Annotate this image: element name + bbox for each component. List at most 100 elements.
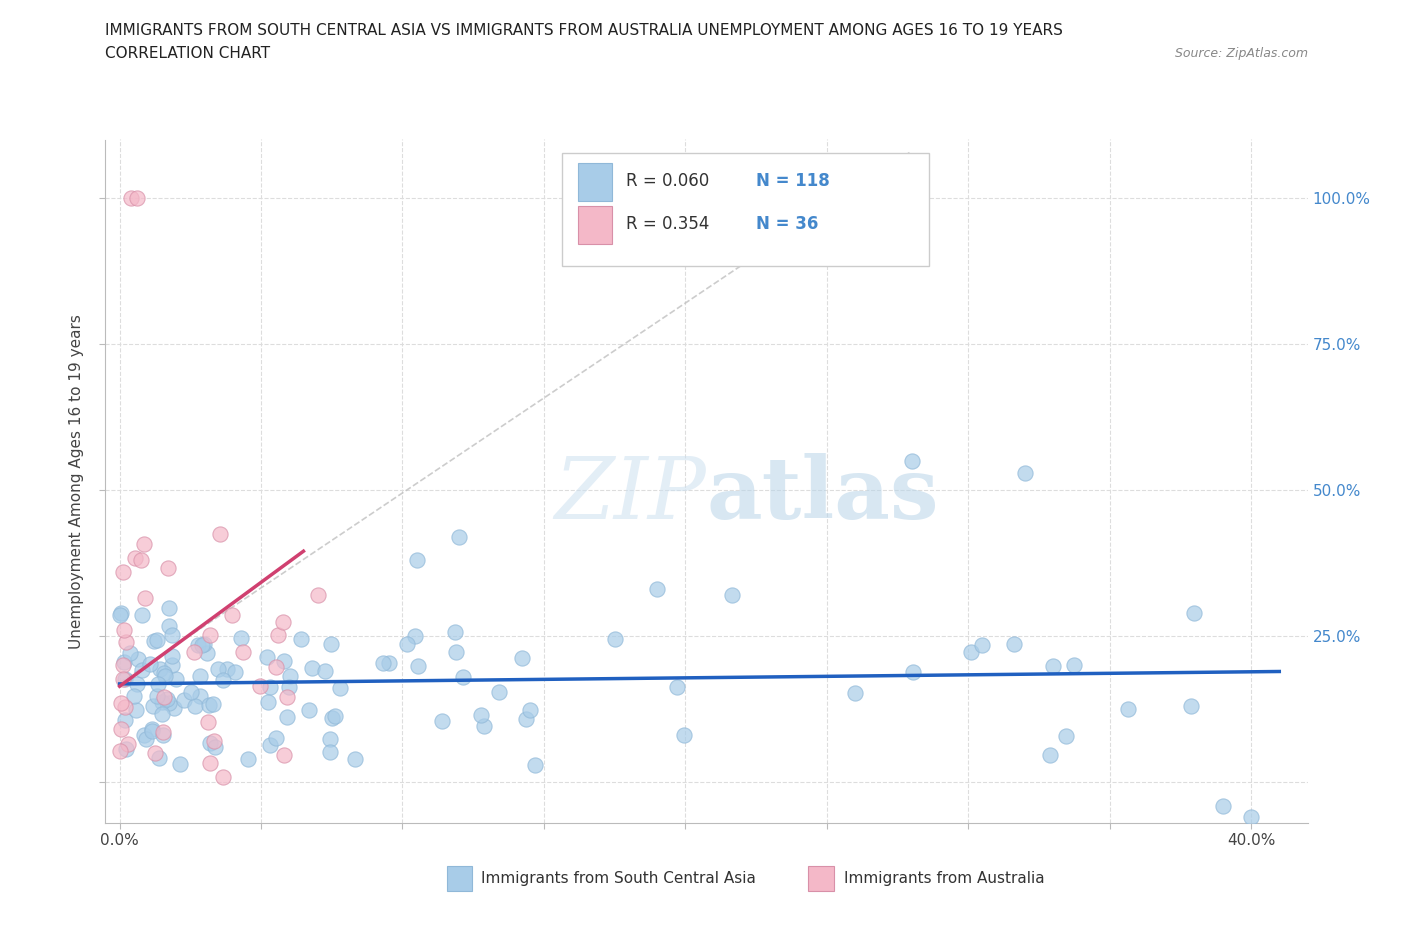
Point — [329, 681, 352, 696]
Point — [215, 661, 238, 676]
Point — [146, 688, 169, 703]
Point — [160, 658, 183, 672]
Point — [266, 730, 288, 745]
Point — [523, 758, 546, 773]
Point — [141, 724, 163, 738]
Point — [191, 638, 214, 653]
Text: ZIP: ZIP — [554, 454, 707, 537]
Point — [111, 658, 134, 673]
Point — [273, 653, 295, 668]
Point — [180, 684, 202, 699]
Point — [125, 676, 148, 691]
Point — [150, 695, 173, 710]
Point — [298, 702, 321, 717]
Point — [447, 529, 470, 544]
Point — [120, 191, 142, 206]
Point — [200, 628, 222, 643]
Point — [603, 631, 626, 646]
Point — [249, 679, 271, 694]
Point — [187, 637, 209, 652]
Point — [256, 649, 278, 664]
Point — [844, 686, 866, 701]
Text: Source: ZipAtlas.com: Source: ZipAtlas.com — [1174, 46, 1308, 60]
Point — [198, 698, 221, 712]
Point — [125, 703, 148, 718]
Point — [323, 709, 346, 724]
Point — [132, 537, 155, 551]
Point — [673, 727, 696, 742]
Text: R = 0.060: R = 0.060 — [626, 171, 709, 190]
Point — [209, 527, 232, 542]
Point — [264, 659, 287, 674]
Point — [141, 698, 163, 713]
Point — [267, 628, 290, 643]
Point — [193, 637, 215, 652]
Text: Immigrants from South Central Asia: Immigrants from South Central Asia — [481, 871, 756, 886]
Point — [198, 755, 221, 770]
Point — [150, 706, 173, 721]
Point — [135, 732, 157, 747]
Point — [259, 680, 281, 695]
Point — [207, 662, 229, 677]
Point — [124, 551, 146, 565]
Point — [160, 648, 183, 663]
Point — [146, 632, 169, 647]
Point — [200, 736, 222, 751]
Point — [111, 671, 134, 686]
Y-axis label: Unemployment Among Ages 16 to 19 years: Unemployment Among Ages 16 to 19 years — [69, 313, 84, 649]
Point — [141, 722, 163, 737]
Point — [152, 725, 174, 740]
Point — [108, 743, 131, 758]
Point — [470, 708, 492, 723]
Point — [307, 588, 329, 603]
Point — [229, 631, 252, 645]
Point — [343, 751, 366, 766]
Point — [202, 697, 225, 711]
Point — [1116, 702, 1139, 717]
Point — [110, 722, 132, 737]
Point — [238, 751, 260, 766]
Point — [901, 665, 924, 680]
Point — [114, 634, 136, 649]
Point — [1002, 637, 1025, 652]
Point — [132, 728, 155, 743]
Point — [430, 713, 453, 728]
Point — [131, 662, 153, 677]
Point — [157, 560, 180, 575]
Text: R = 0.354: R = 0.354 — [626, 215, 710, 232]
Point — [114, 699, 136, 714]
Point — [273, 748, 295, 763]
Point — [122, 689, 145, 704]
Point — [221, 607, 243, 622]
Text: atlas: atlas — [707, 453, 939, 537]
Point — [112, 565, 135, 579]
Point — [378, 656, 401, 671]
Point — [404, 629, 426, 644]
Point — [108, 607, 131, 622]
Point — [157, 601, 180, 616]
Point — [451, 670, 474, 684]
Point — [278, 679, 301, 694]
Point — [1042, 658, 1064, 673]
Point — [395, 637, 418, 652]
Point — [212, 770, 235, 785]
Point — [1039, 748, 1062, 763]
Point — [184, 698, 207, 713]
Text: Immigrants from Australia: Immigrants from Australia — [844, 871, 1045, 886]
Point — [139, 657, 162, 671]
Point — [321, 711, 343, 725]
Point — [1184, 605, 1206, 620]
Point — [371, 656, 394, 671]
Point — [271, 615, 294, 630]
Point — [114, 712, 136, 727]
Point — [666, 680, 689, 695]
Point — [156, 692, 179, 707]
Point — [970, 638, 993, 653]
Point — [515, 712, 537, 727]
Point — [125, 191, 148, 206]
Point — [314, 663, 336, 678]
Point — [148, 677, 170, 692]
Point — [114, 671, 136, 686]
Point — [110, 606, 132, 621]
Point — [157, 618, 180, 633]
